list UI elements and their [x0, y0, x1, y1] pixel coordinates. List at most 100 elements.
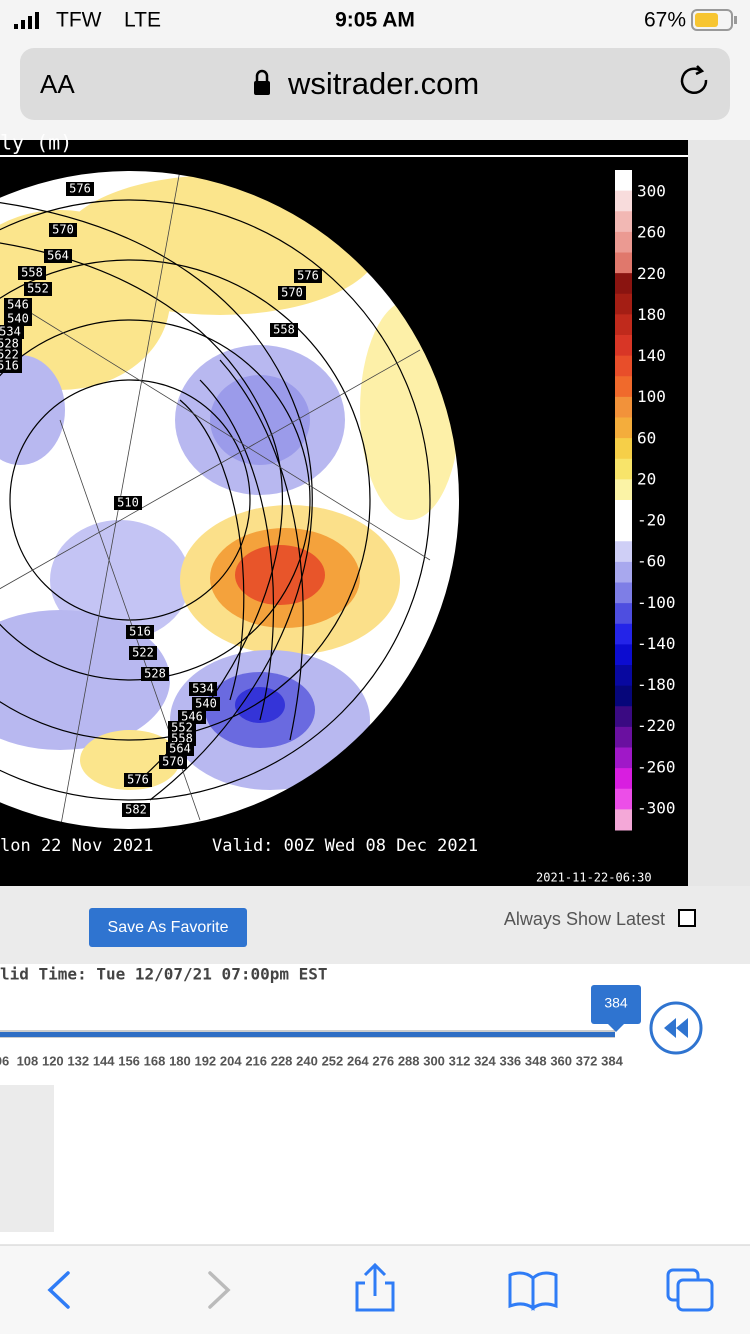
slider-tick-label: 348	[525, 1053, 547, 1068]
slider-tick-label: 192	[194, 1053, 216, 1068]
url-bar[interactable]	[20, 48, 730, 120]
colorbar-swatch	[615, 479, 632, 501]
colorbar-swatch	[615, 685, 632, 707]
contour-label: 534	[192, 682, 214, 696]
colorbar-swatch	[615, 458, 632, 480]
colorbar-swatch	[615, 417, 632, 439]
contour-label-bg	[124, 773, 152, 787]
map-header: ly (m)	[0, 131, 72, 155]
always-latest-checkbox[interactable]	[678, 909, 696, 927]
contour-label-bg	[49, 223, 77, 237]
lock-icon	[254, 69, 270, 95]
contour-label: 534	[0, 325, 21, 339]
battery-icon	[691, 9, 737, 31]
slider-tick-label: 144	[93, 1053, 115, 1068]
contour-label: 540	[195, 697, 217, 711]
rewind-button[interactable]	[649, 1001, 703, 1055]
slider-fill	[0, 1032, 615, 1037]
contour-labels: 5765705645585525465405345285225165765705…	[0, 182, 322, 817]
colorbar-swatch	[615, 500, 632, 522]
colorbar-swatch	[615, 747, 632, 769]
contour-label-bg	[0, 337, 22, 351]
contour-label: 528	[144, 667, 166, 681]
reload-icon[interactable]	[680, 67, 708, 95]
colorbar-label: 20	[637, 469, 656, 488]
signal	[14, 12, 39, 29]
slider-tick-label: 372	[576, 1053, 598, 1068]
slider-tick-label: 180	[169, 1053, 191, 1068]
contour-label: 576	[69, 182, 91, 196]
contour-label-bg	[159, 755, 187, 769]
contour-label: 564	[169, 742, 191, 756]
colorbar-swatch	[615, 396, 632, 418]
contour-label-bg	[166, 742, 194, 756]
text-size-button[interactable]: AA	[40, 69, 75, 99]
colorbar-label: 60	[637, 428, 656, 447]
tabs-button[interactable]	[666, 1268, 714, 1312]
share-button[interactable]	[355, 1262, 395, 1312]
slider-tick-label: 228	[271, 1053, 293, 1068]
back-button[interactable]	[47, 1271, 70, 1309]
colorbar-swatch	[615, 335, 632, 357]
slider-handle[interactable]	[591, 985, 641, 1024]
reload-arrow	[695, 65, 705, 76]
network: LTE	[124, 9, 161, 32]
forward-button[interactable]	[208, 1271, 231, 1309]
slider-tick-label: 204	[220, 1053, 242, 1068]
colorbar-label: 100	[637, 387, 666, 406]
save-favorite-label: Save As Favorite	[108, 919, 229, 936]
contour-label-bg	[141, 667, 169, 681]
colorbar-label: -180	[637, 675, 676, 694]
contour-label-bg	[24, 282, 52, 296]
save-favorite-button[interactable]	[89, 908, 247, 947]
contour-label-bg	[129, 646, 157, 660]
url: wsitrader.com	[287, 66, 479, 101]
timestamp: 2021-11-22-06:30	[536, 871, 652, 885]
bookmarks-button[interactable]	[508, 1271, 558, 1311]
contour-label: 516	[0, 359, 19, 373]
colorbar-swatch	[615, 788, 632, 810]
colorbar-swatch	[615, 273, 632, 295]
globe-edge	[0, 169, 461, 831]
colorbar-swatch	[615, 809, 632, 831]
valid-time-map: Valid: 00Z Wed 08 Dec 2021	[212, 836, 478, 856]
slider-tick-label: 132	[67, 1053, 89, 1068]
colorbar-label: -300	[637, 799, 676, 818]
contour-label-bg	[0, 359, 22, 373]
slider-tick-label: 264	[347, 1053, 369, 1068]
contour-label: 552	[27, 282, 49, 296]
slider-tick-label: 240	[296, 1053, 318, 1068]
contour-label: 570	[52, 223, 74, 237]
colorbar-swatch	[615, 706, 632, 728]
contour-label: 510	[117, 496, 139, 510]
contour-label: 552	[171, 721, 193, 735]
contour-label-bg	[4, 298, 32, 312]
contour-label: 558	[21, 266, 43, 280]
colorbar-swatch	[615, 541, 632, 563]
contour-label-bg	[18, 266, 46, 280]
slider-tick-label: 276	[372, 1053, 394, 1068]
contour-label-bg	[189, 682, 217, 696]
contour-label: 546	[7, 298, 29, 312]
colorbar-swatch	[615, 561, 632, 583]
colorbar-swatch	[615, 768, 632, 790]
colorbar-label: 180	[637, 305, 666, 324]
colorbar-label: -260	[637, 757, 676, 776]
contour-label-bg	[44, 249, 72, 263]
colorbar-swatch	[615, 314, 632, 336]
colorbar-swatch	[615, 603, 632, 625]
contour-label-bg	[0, 325, 24, 339]
slider-tick-label: 384	[601, 1053, 623, 1068]
contour-label-bg	[270, 323, 298, 337]
contour-label-bg	[278, 286, 306, 300]
colorbar: 300 260 220 180 140 100 60 20 -20 -60 -100 -140 -180…	[615, 170, 676, 831]
always-latest-label: Always Show Latest	[504, 909, 665, 929]
contour-label: 516	[129, 625, 151, 639]
colorbar-label: 260	[637, 223, 666, 242]
contour-label: 570	[162, 755, 184, 769]
contour-label-bg	[66, 182, 94, 196]
colorbar-swatch	[615, 376, 632, 398]
colorbar-swatch	[615, 252, 632, 274]
colorbar-swatch	[615, 293, 632, 315]
